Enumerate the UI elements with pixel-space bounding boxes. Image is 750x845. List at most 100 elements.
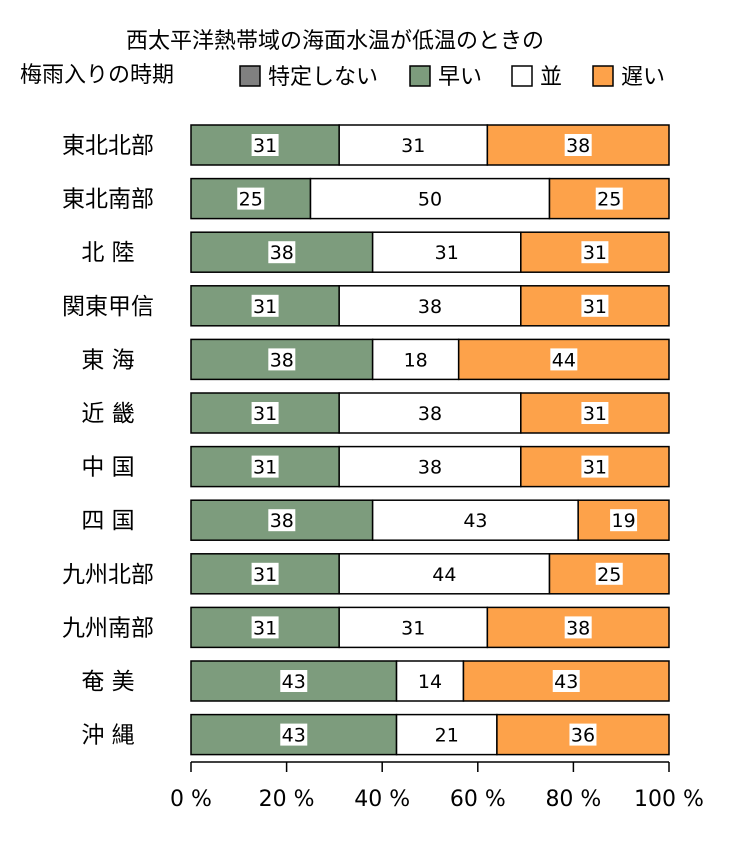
data-label-bg bbox=[280, 670, 308, 692]
legend-swatch bbox=[511, 65, 533, 87]
data-label: 18 bbox=[404, 349, 428, 371]
data-label-bg bbox=[268, 241, 296, 264]
region-label: 中 国 bbox=[81, 455, 134, 481]
data-label-bg bbox=[595, 562, 623, 585]
data-label: 38 bbox=[418, 296, 442, 318]
data-label: 38 bbox=[418, 457, 442, 479]
data-label-bg bbox=[564, 134, 592, 156]
data-label: 14 bbox=[418, 671, 442, 693]
data-label: 31 bbox=[583, 296, 607, 318]
bar-segment bbox=[520, 285, 670, 327]
region-label: 近 畿 bbox=[81, 401, 134, 427]
data-label-bg bbox=[251, 616, 279, 639]
data-label: 43 bbox=[282, 671, 306, 693]
bar-segment bbox=[496, 713, 670, 756]
data-label: 31 bbox=[253, 403, 277, 425]
data-label-bg bbox=[581, 402, 609, 424]
legend-swatch bbox=[592, 65, 614, 87]
data-label: 25 bbox=[597, 189, 621, 211]
region-label: 東北北部 bbox=[62, 133, 154, 159]
legend-swatch bbox=[409, 65, 431, 87]
data-label-bg bbox=[251, 455, 279, 478]
data-label: 43 bbox=[282, 725, 306, 747]
data-label: 25 bbox=[597, 564, 621, 586]
region-label: 九州北部 bbox=[62, 562, 154, 588]
x-tick-label: 0 % bbox=[170, 787, 212, 812]
data-label: 31 bbox=[583, 403, 607, 425]
region-label: 関東甲信 bbox=[62, 294, 154, 320]
region-label: 北 陸 bbox=[81, 240, 134, 266]
bar-segment bbox=[190, 553, 340, 595]
data-label-bg bbox=[552, 670, 580, 692]
data-label-bg bbox=[251, 562, 279, 585]
data-label-bg bbox=[416, 670, 444, 692]
data-label: 38 bbox=[270, 242, 294, 264]
data-label-bg bbox=[550, 348, 578, 371]
x-tick-label: 100 % bbox=[634, 787, 704, 812]
data-label: 38 bbox=[566, 617, 590, 639]
x-axis: 0 % 20 % 40 % 60 % 80 % 100 % bbox=[170, 761, 704, 812]
data-label: 38 bbox=[418, 403, 442, 425]
data-label-bg bbox=[268, 348, 296, 371]
data-label: 43 bbox=[554, 671, 578, 693]
data-label-bg bbox=[280, 723, 308, 746]
data-label-bg bbox=[251, 294, 279, 317]
region-label: 東北南部 bbox=[62, 187, 154, 213]
data-label: 31 bbox=[253, 457, 277, 479]
data-label: 19 bbox=[611, 510, 635, 532]
data-label-bg bbox=[581, 241, 609, 264]
bar-segment bbox=[338, 124, 489, 166]
data-label-bg bbox=[564, 616, 592, 639]
data-label-bg bbox=[399, 134, 427, 156]
chart-title-line2: 梅雨入りの時期 bbox=[20, 63, 174, 88]
data-label-bg bbox=[569, 723, 597, 746]
bar-segment bbox=[190, 606, 340, 649]
data-label-bg bbox=[399, 616, 427, 639]
data-label-bg bbox=[416, 455, 444, 478]
x-tick-label: 80 % bbox=[545, 787, 601, 812]
data-label-bg bbox=[581, 455, 609, 478]
data-label: 44 bbox=[432, 564, 456, 586]
x-tick-label: 20 % bbox=[259, 787, 315, 812]
data-label: 31 bbox=[435, 242, 459, 264]
region-label: 奄 美 bbox=[81, 669, 134, 695]
data-label-bg bbox=[416, 187, 444, 210]
data-label-bg bbox=[433, 241, 461, 264]
data-label: 25 bbox=[239, 189, 263, 211]
data-label: 31 bbox=[253, 617, 277, 639]
data-label: 31 bbox=[583, 242, 607, 264]
data-label-bg bbox=[430, 562, 458, 585]
data-label: 50 bbox=[418, 189, 442, 211]
x-tick-label: 60 % bbox=[450, 787, 506, 812]
data-label: 31 bbox=[401, 617, 425, 639]
bars: 東北北部 31 31 38 東北南部 25 50 25 北 陸 38 31 31 関東甲信 31 38 31 東… bbox=[62, 124, 670, 756]
data-label-bg bbox=[416, 294, 444, 317]
data-label-bg bbox=[251, 134, 279, 156]
data-label-bg bbox=[610, 509, 638, 532]
legend-label: 並 bbox=[540, 65, 562, 90]
legend-label: 特定しない bbox=[268, 65, 378, 90]
data-label: 31 bbox=[253, 296, 277, 318]
data-label-bg bbox=[237, 187, 265, 210]
data-label-bg bbox=[251, 402, 279, 424]
region-label: 東 海 bbox=[81, 347, 134, 373]
data-label-bg bbox=[595, 187, 623, 210]
data-label: 31 bbox=[253, 564, 277, 586]
data-label: 38 bbox=[270, 510, 294, 532]
region-label: 四 国 bbox=[81, 508, 134, 534]
data-label-bg bbox=[433, 723, 461, 746]
data-label-bg bbox=[268, 509, 296, 532]
data-label: 31 bbox=[583, 457, 607, 479]
data-label: 38 bbox=[270, 349, 294, 371]
bar-segment bbox=[457, 338, 670, 381]
legend-swatch bbox=[239, 65, 261, 87]
data-label-bg bbox=[402, 348, 430, 371]
data-label: 31 bbox=[401, 135, 425, 157]
data-label: 43 bbox=[463, 510, 487, 532]
region-label: 沖 縄 bbox=[81, 723, 134, 749]
region-label: 九州南部 bbox=[62, 615, 154, 641]
data-label: 38 bbox=[566, 135, 590, 157]
chart-title-line1: 西太平洋熱帯域の海面水温が低温のときの bbox=[126, 29, 544, 54]
